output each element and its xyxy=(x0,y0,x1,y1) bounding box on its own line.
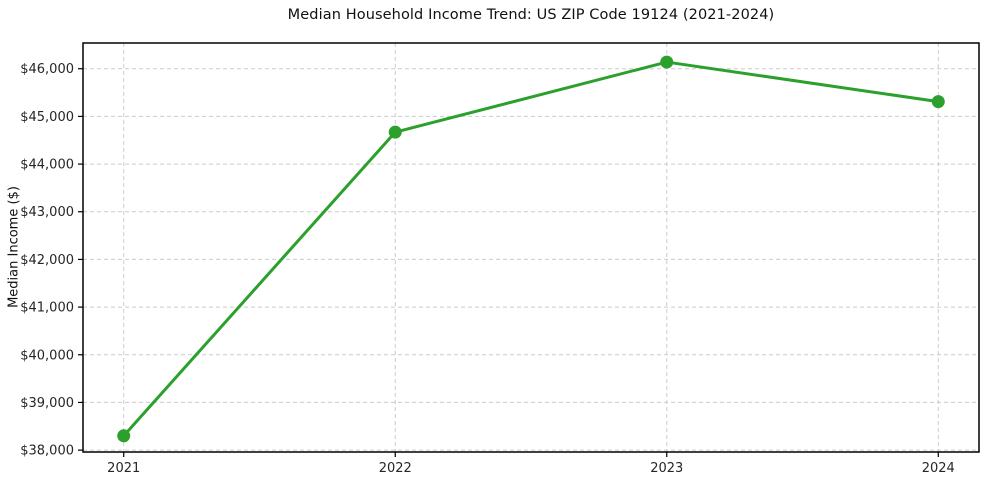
chart-title: Median Household Income Trend: US ZIP Co… xyxy=(287,7,775,23)
y-axis-label: Median Income ($) xyxy=(6,186,22,308)
y-tick-label: $46,000 xyxy=(20,62,74,77)
x-tick-label: 2021 xyxy=(107,461,140,476)
x-tick-label: 2023 xyxy=(650,461,683,476)
y-tick-label: $44,000 xyxy=(20,158,74,173)
y-tick-label: $41,000 xyxy=(20,301,74,316)
data-point xyxy=(117,429,131,443)
plot-border xyxy=(82,42,980,453)
x-tick-label: 2022 xyxy=(379,461,412,476)
y-tick-label: $42,000 xyxy=(20,253,74,268)
data-line xyxy=(122,60,940,438)
data-point xyxy=(931,95,945,109)
y-tick-label: $38,000 xyxy=(20,444,74,459)
y-tick-label: $45,000 xyxy=(20,110,74,125)
data-point xyxy=(388,125,402,139)
y-tick-label: $40,000 xyxy=(20,348,74,363)
y-tick-label: $39,000 xyxy=(20,396,74,411)
y-tick-label: $43,000 xyxy=(20,205,74,220)
x-tick-label: 2024 xyxy=(922,461,955,476)
data-point xyxy=(660,55,674,69)
